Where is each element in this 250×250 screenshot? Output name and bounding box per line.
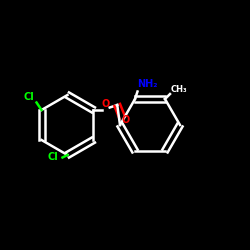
Text: CH₃: CH₃ (170, 84, 187, 94)
Text: Cl: Cl (47, 152, 58, 162)
Text: Cl: Cl (24, 92, 34, 102)
Text: NH₂: NH₂ (137, 79, 158, 89)
Text: O: O (122, 115, 130, 125)
Text: O: O (102, 99, 110, 109)
